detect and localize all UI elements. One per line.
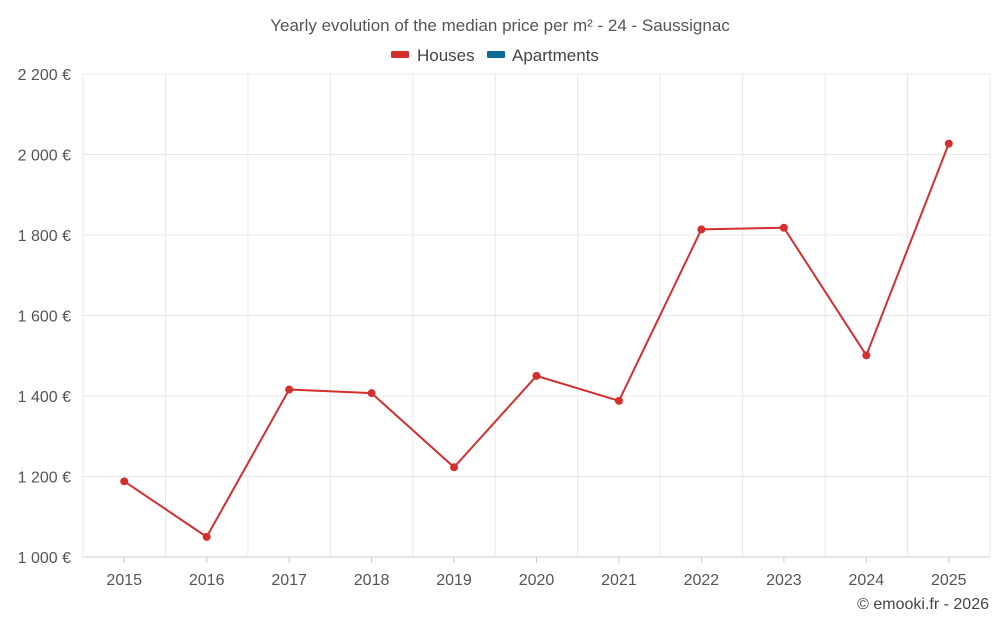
x-tick-label: 2020 xyxy=(519,572,555,589)
y-tick-label: 1 200 € xyxy=(18,470,71,487)
legend-label-apartments: Apartments xyxy=(512,46,599,65)
x-tick-label: 2023 xyxy=(766,572,802,589)
legend-label-houses: Houses xyxy=(417,46,475,65)
y-tick-label: 2 200 € xyxy=(18,67,71,84)
legend: Houses Apartments xyxy=(391,46,599,65)
y-tick-label: 1 600 € xyxy=(18,309,71,326)
chart-title: Yearly evolution of the median price per… xyxy=(270,16,730,35)
y-axis-ticks: 1 000 € 1 200 € 1 400 € 1 600 € 1 800 € 2 000… xyxy=(18,67,71,567)
x-tick-label: 2017 xyxy=(271,572,307,589)
x-axis-ticks: 2015 2016 2017 2018 2019 2020 2021 2022 2023 2024… xyxy=(106,557,967,589)
x-tick-label: 2019 xyxy=(436,572,472,589)
data-point[interactable] xyxy=(450,463,459,472)
legend-item-houses[interactable]: Houses xyxy=(391,46,475,65)
data-point[interactable] xyxy=(532,371,541,380)
legend-item-apartments[interactable]: Apartments xyxy=(487,46,599,65)
x-tick-label: 2016 xyxy=(189,572,225,589)
data-point[interactable] xyxy=(285,385,294,394)
data-point[interactable] xyxy=(202,532,211,541)
legend-swatch-apartments xyxy=(487,51,505,58)
data-point[interactable] xyxy=(944,139,953,148)
data-point[interactable] xyxy=(614,396,623,405)
x-tick-label: 2025 xyxy=(931,572,967,589)
x-tick-label: 2021 xyxy=(601,572,637,589)
data-point[interactable] xyxy=(779,223,788,232)
x-tick-label: 2024 xyxy=(849,572,885,589)
data-point[interactable] xyxy=(120,477,129,486)
x-tick-label: 2018 xyxy=(354,572,390,589)
x-tick-label: 2015 xyxy=(106,572,142,589)
y-tick-label: 1 000 € xyxy=(18,550,71,567)
data-point[interactable] xyxy=(862,351,871,360)
y-tick-label: 1 400 € xyxy=(18,389,71,406)
data-point[interactable] xyxy=(367,389,376,398)
x-tick-label: 2022 xyxy=(684,572,720,589)
legend-swatch-houses xyxy=(391,51,409,58)
y-tick-label: 1 800 € xyxy=(18,228,71,245)
series-houses xyxy=(120,139,953,541)
data-point[interactable] xyxy=(697,225,706,234)
credit-text: © emooki.fr - 2026 xyxy=(857,596,989,613)
y-tick-label: 2 000 € xyxy=(18,148,71,165)
grid xyxy=(82,73,991,558)
